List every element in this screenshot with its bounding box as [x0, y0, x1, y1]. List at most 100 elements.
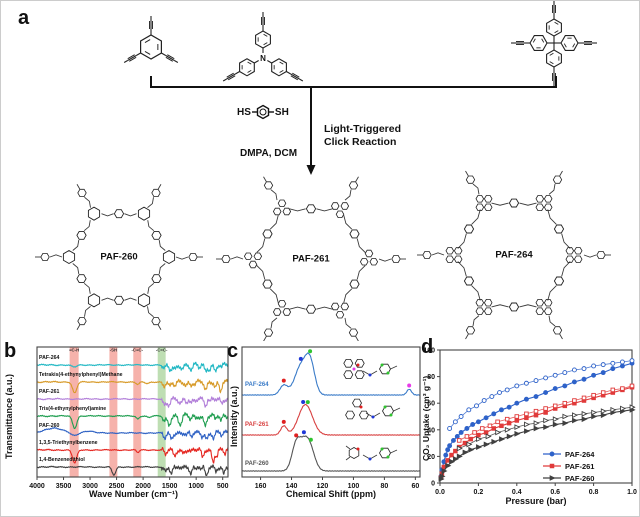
ftir-trace-label: PAF-264 — [39, 355, 59, 361]
svg-text:0.6: 0.6 — [550, 489, 560, 496]
svg-text:160: 160 — [255, 483, 267, 490]
nmr-peak-dot — [305, 400, 310, 405]
nmr-peak-dot — [281, 419, 286, 424]
band--SH — [109, 347, 118, 477]
svg-text:0.0: 0.0 — [435, 489, 445, 496]
svg-text:1500: 1500 — [162, 483, 178, 490]
monomer-trisethynylphenylamine: N — [222, 12, 304, 82]
panel-label-b: b — [4, 340, 17, 362]
svg-text:≡C-H: ≡C-H — [69, 348, 79, 353]
ftir-y-axis-label: Transmittance (a.u.) — [4, 373, 14, 460]
isotherm-PAF-260-adsorption — [438, 406, 636, 482]
svg-text:0.4: 0.4 — [512, 489, 522, 496]
svg-text:80: 80 — [381, 483, 389, 490]
svg-text:60: 60 — [411, 483, 419, 490]
ftir-trace-PAF-264 — [36, 361, 229, 374]
ftir-trace-label: 1,3,5-Triethynylbenzene — [39, 440, 98, 446]
ftir-trace-1,4-Benzenedithiol — [36, 463, 229, 477]
isotherm-PAF-261-desorption — [456, 383, 635, 443]
svg-text:-SH: -SH — [110, 348, 117, 353]
structure-inset-triphenylamine-thioether-linker — [345, 398, 401, 420]
structure-inset-benzene-thioether-linker — [345, 445, 398, 461]
svg-text:20: 20 — [427, 454, 435, 461]
product-label-paf-261: PAF-261 — [292, 253, 330, 265]
ftir-trace-Tris(4-ethynylphenyl)amine — [36, 411, 229, 430]
legend-label: PAF-264 — [565, 450, 595, 459]
nmr-peak-dot — [298, 356, 303, 361]
band-≡C-H — [69, 347, 79, 477]
svg-text:0: 0 — [431, 481, 435, 488]
svg-text:40: 40 — [427, 427, 435, 434]
co2-x-axis-label: Pressure (bar) — [505, 496, 567, 506]
product-label-paf-264: PAF-264 — [495, 249, 533, 261]
nmr-trace-label: PAF-261 — [245, 422, 269, 428]
nmr-peak-dot — [281, 378, 286, 383]
network-paf-260 — [35, 184, 203, 330]
reaction-arrow — [306, 87, 316, 175]
svg-text:0.8: 0.8 — [589, 489, 599, 496]
ftir-trace-label: PAF-261 — [39, 389, 59, 395]
svg-text:500: 500 — [217, 483, 229, 490]
legend-label: PAF-261 — [565, 462, 594, 471]
ftir-trace-label: Tris(4-ethynylphenyl)amine — [39, 406, 106, 412]
band--C=C- — [157, 347, 166, 477]
reaction-scheme-drawing: N — [35, 1, 611, 341]
combining-bracket — [150, 76, 557, 88]
co2-y-axis-label: CO₂ Uptake (cm³ g⁻¹) — [421, 375, 431, 462]
nmr-trace-PAF-264 — [241, 352, 420, 396]
nmr-trace-label: PAF-260 — [245, 461, 269, 467]
ftir-trace-Tetrakis(4-ethynylphenyl)Methane — [36, 378, 229, 394]
monomers-and-networks: N — [35, 1, 611, 341]
svg-text:60: 60 — [427, 401, 435, 408]
nmr-peak-dot — [407, 383, 412, 388]
thiol-left-text: HS — [237, 106, 251, 118]
network-paf-264 — [417, 170, 611, 340]
svg-text:140: 140 — [286, 483, 298, 490]
panel-label-c: c — [227, 340, 239, 362]
nmr-trace-PAF-261 — [241, 403, 420, 436]
ftir-trace-label: Tetrakis(4-ethynylphenyl)Methane — [39, 372, 123, 378]
panel-label-d: d — [421, 336, 434, 358]
conditions-line-1: Light-Triggered — [324, 123, 401, 135]
benzene-ring-icon — [251, 104, 274, 120]
svg-text:1.0: 1.0 — [627, 489, 637, 496]
nmr-peak-dot — [308, 437, 313, 442]
svg-text:3000: 3000 — [82, 483, 98, 490]
ftir-x-axis-label: Wave Number (cm⁻¹) — [89, 489, 178, 499]
monomer-tetrakisethynylphenylmethane — [511, 1, 597, 86]
conditions-line-2: Click Reaction — [324, 136, 397, 149]
structure-inset-tetraphenylmethane-thioether-linker — [343, 358, 398, 379]
ftir-trace-PAF-261 — [36, 395, 229, 409]
svg-text:2500: 2500 — [109, 483, 125, 490]
ftir-trace-PAF-260 — [36, 427, 229, 442]
panel-label-a: a — [18, 7, 30, 29]
ftir-trace-label: 1,4-Benzenedithiol — [39, 457, 85, 463]
ftir-spectra-plot: ≡C-H -SH -C≡C- -C=C- PAF-264 Tetrakis(4-ethyn… — [29, 346, 229, 490]
svg-text:-C≡C-: -C≡C- — [131, 348, 143, 353]
svg-text:1000: 1000 — [188, 483, 204, 490]
nmr-y-axis-label: Intensity (a.u.) — [229, 385, 239, 447]
svg-text:3500: 3500 — [56, 483, 72, 490]
isotherm-PAF-261-adsorption — [438, 384, 635, 480]
nmr-x-axis-label: Chemical Shift (ppm) — [285, 489, 376, 499]
svg-text:-C=C-: -C=C- — [156, 348, 168, 353]
svg-text:80: 80 — [427, 374, 435, 381]
ftir-highlight-bands: ≡C-H -SH -C≡C- -C=C- — [69, 347, 168, 477]
ftir-trace-label: PAF-260 — [39, 423, 59, 429]
legend-label: PAF-260 — [565, 474, 594, 483]
legend: PAF-264 PAF-261 PAF-260 — [543, 450, 595, 483]
isotherm-PAF-260-desorption — [456, 404, 636, 452]
svg-text:4000: 4000 — [29, 483, 45, 490]
nmr-trace-PAF-260 — [241, 435, 420, 472]
isotherm-PAF-264-desorption — [447, 358, 635, 431]
nmr-peak-dot — [301, 430, 306, 435]
svg-text:0.2: 0.2 — [474, 489, 484, 496]
nmr-peak-dot — [294, 433, 299, 438]
thiol-right-text: SH — [274, 106, 289, 118]
svg-text:120: 120 — [317, 483, 329, 490]
nmr-trace-label: PAF-264 — [245, 382, 269, 388]
network-paf-261 — [216, 176, 406, 341]
reaction-conditions: Light-Triggered Click Reaction — [324, 123, 401, 149]
svg-text:100: 100 — [423, 348, 435, 355]
